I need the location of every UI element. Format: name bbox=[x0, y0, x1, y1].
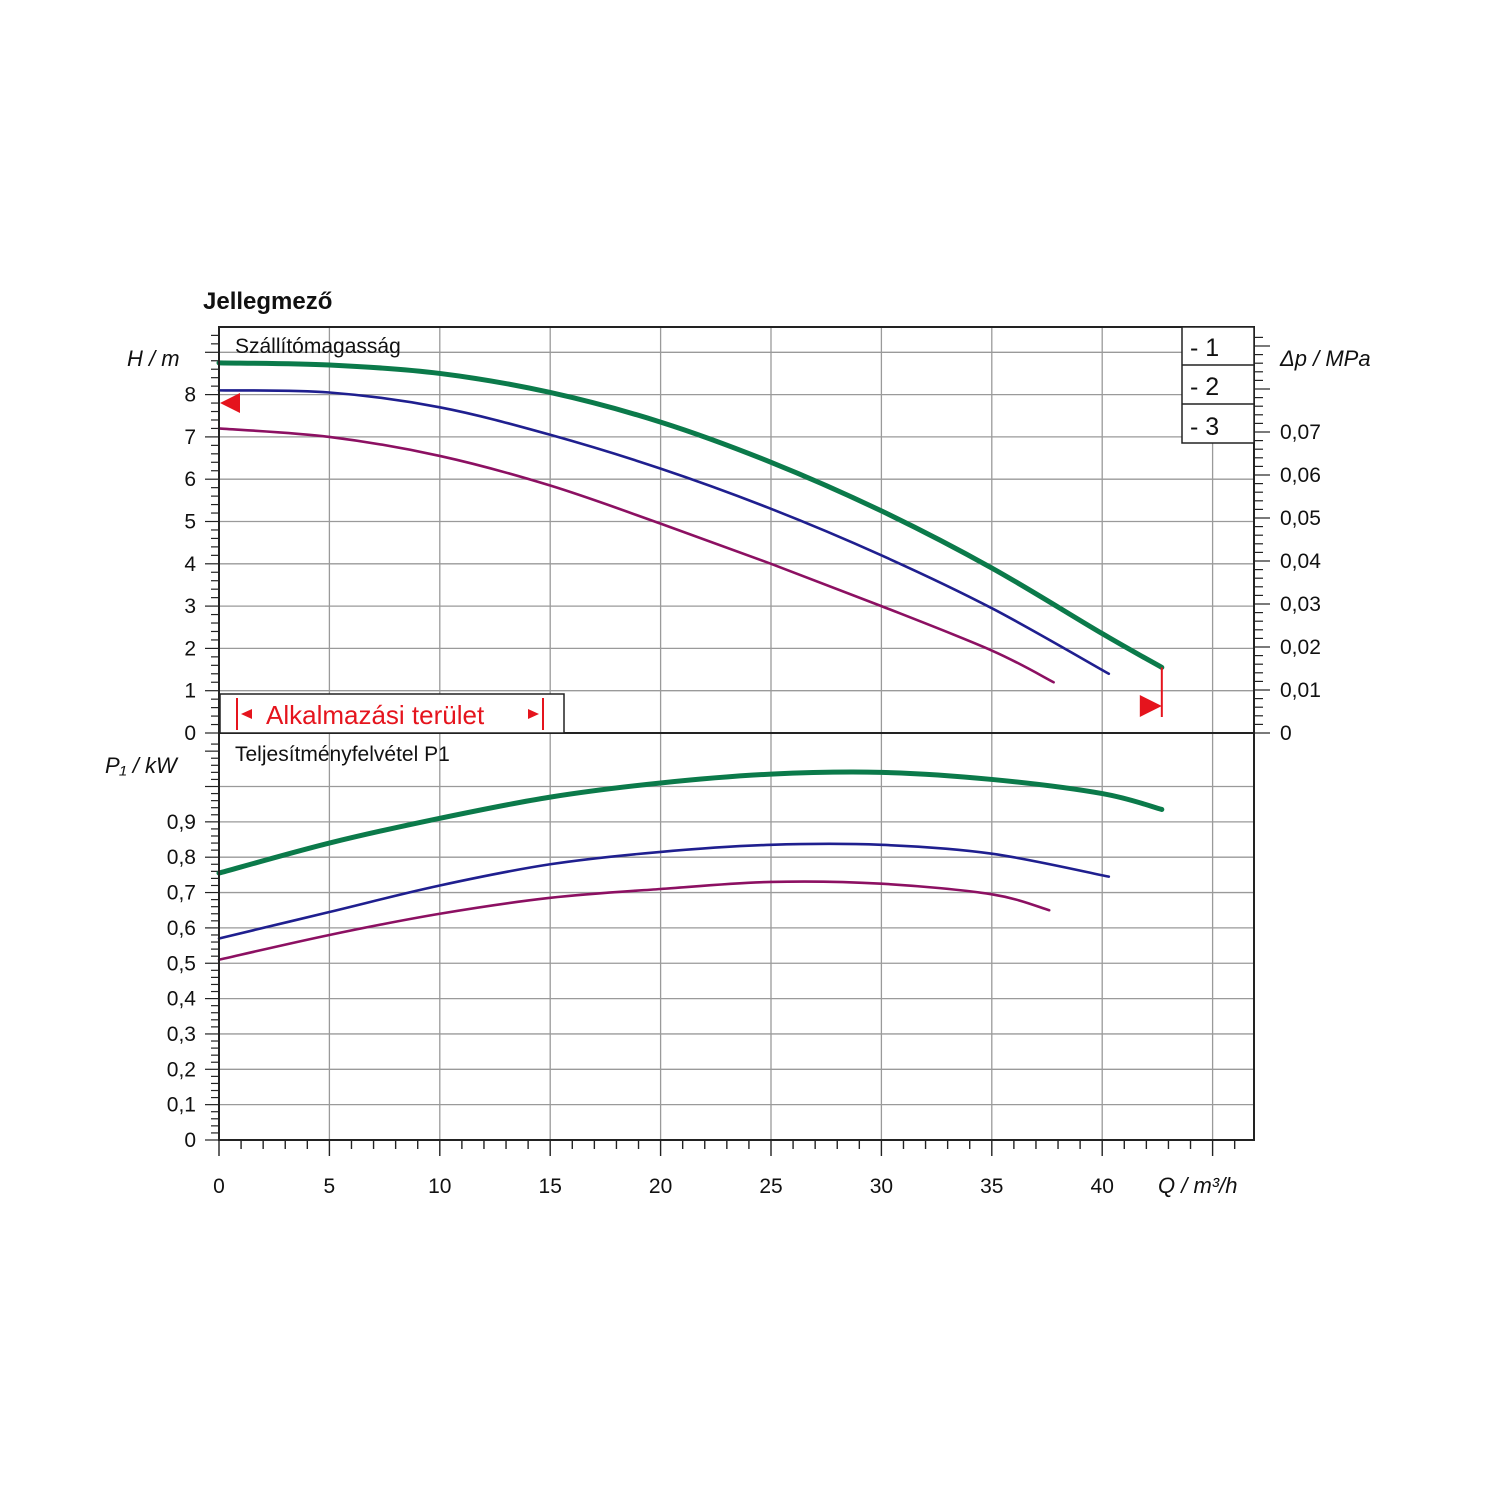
head-curve-1 bbox=[216, 360, 1165, 670]
pressure-tick-label: 0,07 bbox=[1280, 421, 1321, 444]
pressure-tick-label: 0,02 bbox=[1280, 636, 1321, 659]
power-tick-label: 0,2 bbox=[167, 1058, 196, 1081]
head-curve-3 bbox=[217, 427, 1055, 684]
x-tick-label: 40 bbox=[1091, 1175, 1114, 1198]
x-tick-label: 30 bbox=[870, 1175, 893, 1198]
head-curve-2 bbox=[217, 389, 1111, 676]
legend-entry-3: - 3 bbox=[1190, 413, 1219, 441]
x-tick-label: 35 bbox=[980, 1175, 1003, 1198]
head-tick-label: 3 bbox=[184, 595, 196, 618]
power-curve-3 bbox=[217, 880, 1051, 962]
power-curve-2 bbox=[217, 842, 1111, 940]
power-tick-label: 0 bbox=[184, 1129, 196, 1152]
axis-ticks: 0 5 10 15 20 25 30 35 40 0 1 2 3 4 5 6 7 8 0 0,01 0,02 0,03 0,… bbox=[167, 334, 1321, 1198]
application-range-box: Alkalmazási terület bbox=[219, 693, 565, 734]
power-tick-label: 0,3 bbox=[167, 1023, 196, 1046]
pressure-tick-label: 0,06 bbox=[1280, 464, 1321, 487]
power-tick-label: 0,5 bbox=[167, 952, 196, 975]
power-tick-label: 0,6 bbox=[167, 917, 196, 940]
head-axis-label: H / m bbox=[127, 346, 180, 371]
head-panel-title: Szállítómagasság bbox=[235, 335, 401, 358]
x-tick-label: 5 bbox=[324, 1175, 336, 1198]
head-tick-label: 7 bbox=[184, 426, 196, 449]
x-tick-label: 0 bbox=[213, 1175, 225, 1198]
power-tick-label: 0,1 bbox=[167, 1094, 196, 1117]
head-tick-label: 5 bbox=[184, 511, 196, 534]
head-tick-label: 0 bbox=[184, 722, 196, 745]
chart-title: Jellegmező bbox=[203, 288, 332, 315]
grid bbox=[219, 327, 1254, 1140]
pressure-tick-label: 0,03 bbox=[1280, 593, 1321, 616]
head-tick-label: 4 bbox=[184, 553, 196, 576]
power-panel-title: Teljesítményfelvétel P1 bbox=[235, 743, 450, 766]
pressure-tick-label: 0,04 bbox=[1280, 550, 1321, 573]
series-lines bbox=[216, 360, 1165, 962]
x-tick-label: 15 bbox=[539, 1175, 562, 1198]
pressure-tick-label: 0,01 bbox=[1280, 679, 1321, 702]
power-tick-label: 0,7 bbox=[167, 882, 196, 905]
x-tick-label: 25 bbox=[759, 1175, 782, 1198]
head-tick-label: 1 bbox=[184, 680, 196, 703]
x-tick-label: 20 bbox=[649, 1175, 672, 1198]
power-tick-label: 0,8 bbox=[167, 846, 196, 869]
power-tick-label: 0,9 bbox=[167, 811, 196, 834]
head-tick-label: 2 bbox=[184, 637, 196, 660]
application-range-label: Alkalmazási terület bbox=[266, 700, 485, 730]
legend: - 1 - 2 - 3 bbox=[1181, 326, 1255, 444]
power-tick-label: 0,4 bbox=[167, 988, 197, 1011]
head-limit-marker bbox=[220, 393, 240, 414]
legend-entry-1: - 1 bbox=[1190, 334, 1219, 362]
head-tick-label: 6 bbox=[184, 468, 196, 491]
power-axis-label: P₁ / kW bbox=[105, 753, 179, 778]
legend-entry-2: - 2 bbox=[1190, 373, 1219, 401]
range-markers bbox=[220, 393, 1163, 717]
pressure-tick-label: 0,05 bbox=[1280, 507, 1321, 530]
flow-limit-marker bbox=[1139, 695, 1162, 717]
flow-axis-label: Q / m³/h bbox=[1158, 1173, 1237, 1198]
head-tick-label: 8 bbox=[184, 384, 196, 407]
power-curve-1 bbox=[216, 769, 1165, 876]
pressure-axis-label: Δp / MPa bbox=[1279, 346, 1371, 371]
pressure-tick-label: 0 bbox=[1280, 722, 1292, 745]
x-tick-label: 10 bbox=[428, 1175, 451, 1198]
